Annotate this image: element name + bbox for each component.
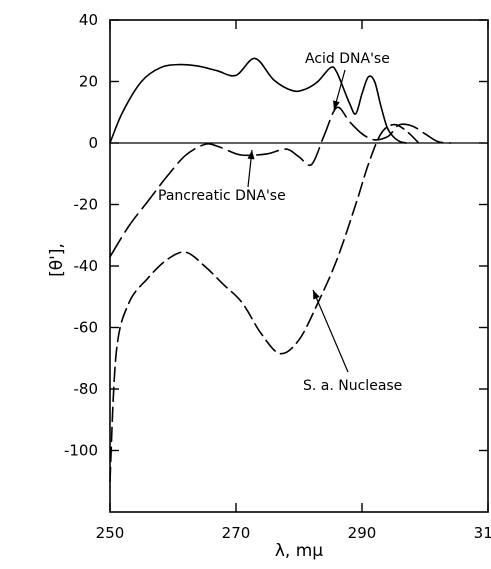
x-axis-label: λ, mμ [275,541,323,561]
x-tick-label: 250 [96,524,125,542]
annotation-arrowhead-0 [333,100,340,110]
y-tick-label: -20 [74,196,99,214]
annotation-leader-2 [312,289,349,373]
annotations: Acid DNA'se Pancreatic DNA'se S. a. Nuclea… [158,51,402,394]
y-tick-label: 20 [79,73,98,91]
y-tick-label: -40 [74,257,99,275]
y-tick-label: -80 [74,380,99,398]
annotation-label-2: S. a. Nuclease [303,378,402,394]
y-tick-label: 40 [79,11,98,29]
ticks: 40 20 0 -20 -40 -60 -80 -100 250 270 290 310 [64,11,491,542]
y-tick-label: 0 [88,134,98,152]
series-line-1 [109,106,451,258]
series-line-0 [109,57,407,144]
series-line-2 [109,123,420,483]
y-tick-label: -100 [64,442,98,460]
series-layer [109,57,451,483]
x-tick-label: 290 [348,524,377,542]
annotation-arrowhead-2 [313,290,320,300]
annotation-label-1: Pancreatic DNA'se [158,188,286,204]
x-tick-label: 270 [222,524,251,542]
x-tick-label: 310 [474,524,491,542]
y-axis-label: [θ'], [47,243,67,277]
y-tick-label: -60 [74,319,99,337]
annotation-arrowhead-1 [247,150,255,160]
annotation-label-0: Acid DNA'se [305,51,390,67]
